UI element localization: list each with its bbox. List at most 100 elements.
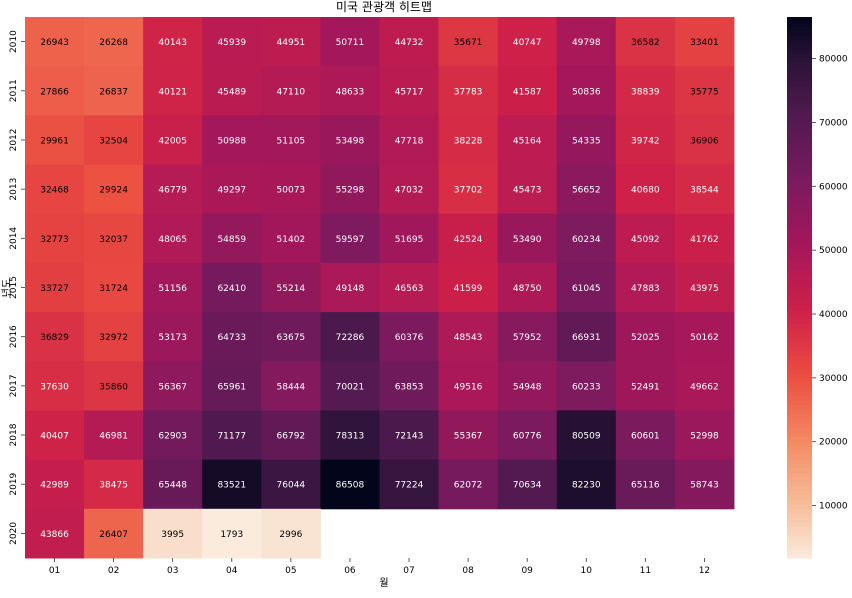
colorbar-segment (787, 314, 812, 320)
colorbar-tick-label: 80000 (819, 55, 848, 65)
colorbar-segment (787, 210, 812, 216)
cell-label: 44732 (395, 38, 424, 48)
heatmap-cell (379, 213, 440, 264)
colorbar-segment (787, 310, 812, 316)
cell-label: 48543 (454, 333, 483, 343)
heatmap-cell (143, 17, 203, 67)
colorbar-segment (787, 413, 812, 419)
colorbar-segment (787, 305, 812, 311)
colorbar-segment (787, 120, 812, 126)
y-axis: 2010 2011 2012 2013 2014 2015 2016 2017 2018 2019… (9, 30, 25, 545)
colorbar-segment (787, 445, 812, 451)
cell-label: 50988 (217, 136, 246, 146)
colorbar-segment (787, 373, 812, 379)
heatmap-cell (84, 361, 144, 411)
colorbar-segment (787, 188, 812, 194)
colorbar-segment (787, 35, 812, 41)
colorbar-segment (787, 165, 812, 171)
heatmap-cell (674, 213, 735, 264)
colorbar-tick-label: 20000 (819, 438, 848, 448)
colorbar-segment (787, 364, 812, 370)
colorbar-segment (787, 436, 812, 442)
cell-label: 78313 (336, 432, 365, 442)
colorbar-segment (787, 472, 812, 478)
heatmap-cell (438, 410, 499, 461)
cell-label: 40680 (631, 186, 660, 196)
colorbar-tick-label: 50000 (819, 246, 848, 256)
colorbar-segment (787, 391, 812, 397)
heatmap-cell (202, 459, 262, 510)
heatmap-cell (497, 17, 558, 67)
heatmap-cell (143, 262, 203, 313)
heatmap-cell (320, 459, 380, 510)
x-tick-label: 07 (403, 566, 414, 576)
cell-label: 47718 (395, 136, 424, 146)
cell-label: 66792 (277, 432, 306, 442)
cell-label: 53173 (158, 333, 187, 343)
colorbar-segment (787, 341, 812, 347)
colorbar-segment (787, 183, 812, 189)
cell-label: 32504 (99, 136, 128, 146)
heatmap-cell (674, 17, 735, 67)
heatmap-cell (202, 164, 262, 215)
colorbar-segment (787, 71, 812, 77)
colorbar-segment (787, 129, 812, 135)
cell-label: 54948 (513, 382, 542, 392)
heatmap-cell (497, 262, 558, 313)
colorbar-segment (787, 111, 812, 117)
heatmap-cell (25, 361, 85, 411)
heatmap-cell (143, 508, 203, 559)
cell-label: 33401 (690, 38, 719, 48)
cell-label: 46779 (158, 186, 187, 196)
x-tick-label: 05 (285, 566, 296, 576)
colorbar-segment (787, 409, 812, 415)
heatmap-cell (615, 115, 676, 166)
colorbar-segment (787, 346, 812, 352)
cell-label: 46981 (99, 432, 128, 442)
colorbar-segment (787, 174, 812, 180)
heatmap-cell (615, 361, 676, 411)
colorbar-segment (787, 201, 812, 207)
colorbar-segment (787, 251, 812, 257)
colorbar-segment (787, 332, 812, 338)
cell-label: 55298 (336, 186, 365, 196)
heatmap-cell (320, 262, 380, 313)
y-tick-label: 2016 (9, 325, 19, 348)
cell-label: 26268 (99, 38, 128, 48)
cell-label: 47883 (631, 284, 660, 294)
colorbar-segment (787, 535, 812, 541)
heatmap-cell (202, 312, 262, 362)
colorbar-tick-label: 70000 (819, 118, 848, 128)
cell-label: 31724 (99, 284, 128, 294)
cell-label: 52025 (631, 333, 660, 343)
cell-label: 29961 (40, 136, 69, 146)
heatmap-cell (320, 361, 380, 411)
heatmap-cell (379, 17, 440, 67)
colorbar-segment (787, 427, 812, 433)
y-tick-label: 2020 (9, 522, 19, 545)
heatmap-cell (379, 312, 440, 362)
cell-label: 70021 (336, 382, 365, 392)
cell-label: 32037 (99, 235, 128, 245)
colorbar-segment (787, 116, 812, 122)
cell-label: 51156 (158, 284, 187, 294)
colorbar-segment (787, 156, 812, 162)
cell-label: 37702 (454, 186, 483, 196)
heatmap-cell (143, 410, 203, 461)
heatmap-cell (84, 164, 144, 215)
cell-label: 49516 (454, 382, 483, 392)
heatmap-cell (25, 213, 85, 264)
heatmap-cell (615, 262, 676, 313)
cell-label: 45473 (513, 186, 542, 196)
colorbar-segment (787, 544, 812, 550)
cell-label: 61045 (572, 284, 601, 294)
heatmap-cell (143, 361, 203, 411)
cell-label: 59597 (336, 235, 365, 245)
cell-label: 40747 (513, 38, 542, 48)
colorbar-segment (787, 170, 812, 176)
cell-label: 38475 (99, 481, 128, 491)
colorbar-tick-label: 60000 (819, 182, 848, 192)
cell-label: 77224 (395, 481, 424, 491)
heatmap-cell (379, 262, 440, 313)
colorbar-segment (787, 400, 812, 406)
